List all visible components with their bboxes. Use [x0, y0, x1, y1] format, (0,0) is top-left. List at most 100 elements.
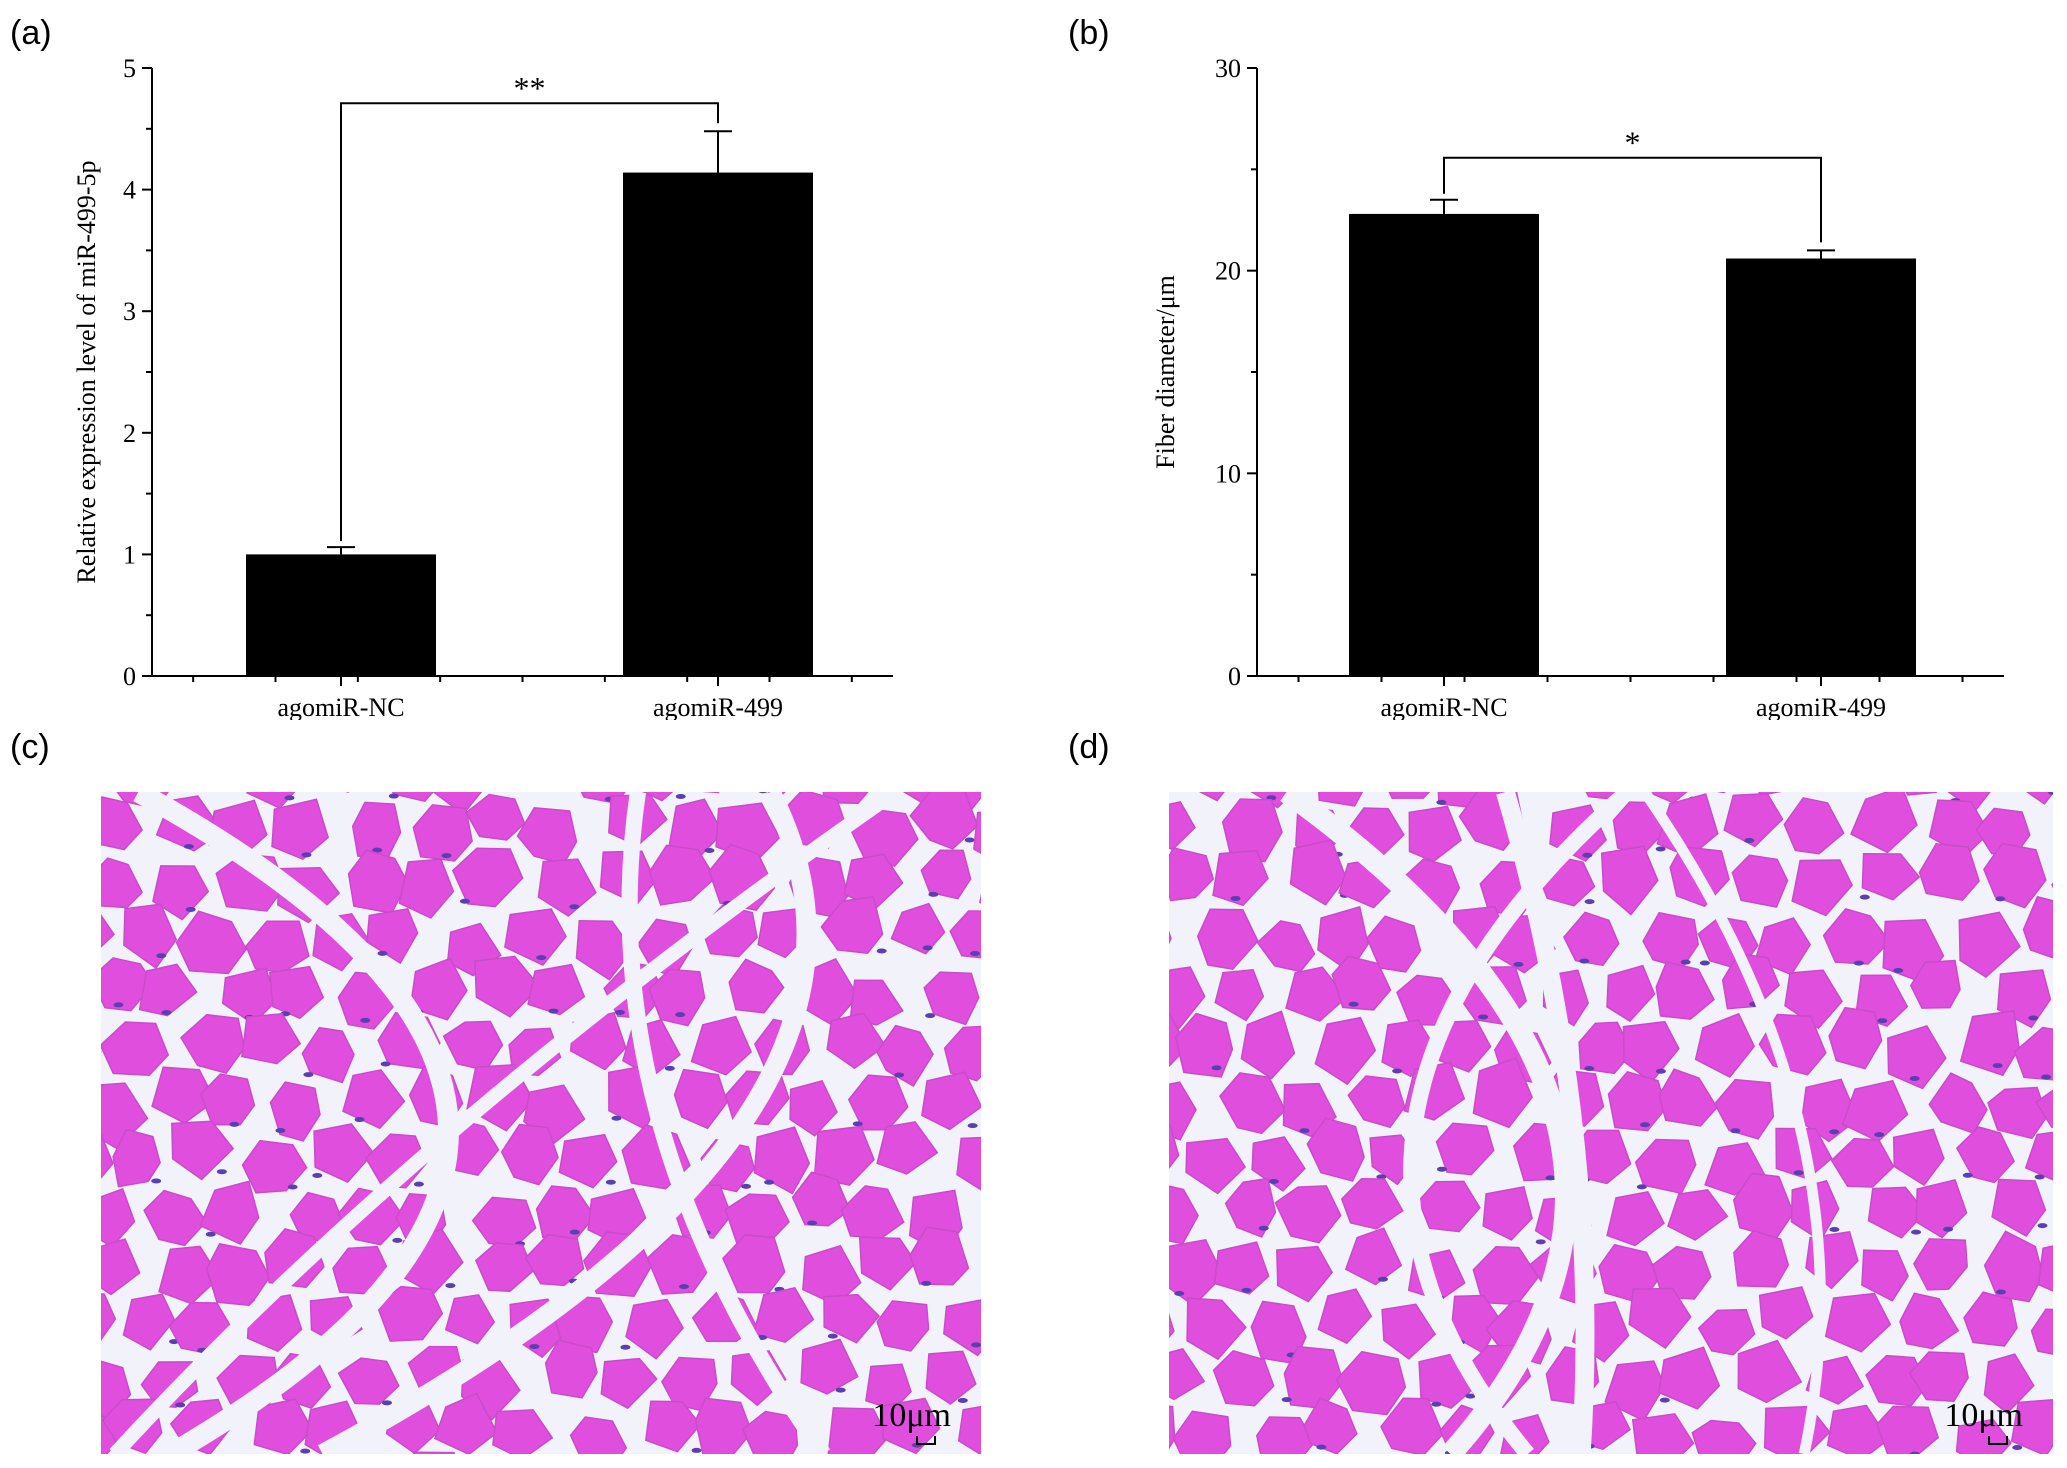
nucleus [151, 1178, 162, 1184]
muscle-fiber [1822, 907, 1891, 965]
nucleus [1911, 1229, 1922, 1235]
muscle-fiber [264, 1228, 325, 1289]
nucleus [1579, 958, 1590, 964]
nucleus [2034, 1174, 2045, 1180]
muscle-fiber [398, 858, 455, 919]
muscle-fiber [1604, 1360, 1666, 1422]
nucleus [1584, 899, 1595, 905]
muscle-fiber [1274, 1185, 1342, 1244]
muscle-fiber [1691, 1419, 1757, 1454]
muscle-fiber [241, 1139, 308, 1194]
nucleus [1465, 1393, 1476, 1399]
muscle-fiber [524, 1233, 585, 1287]
nucleus [441, 853, 452, 859]
muscle-fiber [1306, 1117, 1365, 1182]
muscle-fiber [301, 1026, 355, 1084]
muscle-fiber [1733, 1229, 1790, 1288]
micrograph-c: 10μm [101, 792, 981, 1454]
muscle-fiber [101, 796, 144, 851]
muscle-fiber [101, 1133, 114, 1179]
y-tick-label: 20 [1215, 257, 1241, 286]
muscle-fiber [409, 957, 468, 1021]
muscle-fiber [1646, 792, 1688, 804]
significance-bracket [1443, 156, 1822, 243]
muscle-fiber [1697, 1308, 1756, 1356]
nucleus [971, 1342, 981, 1348]
nucleus [1478, 1014, 1489, 1020]
muscle-fiber [979, 893, 981, 904]
nucleus [620, 1344, 631, 1350]
x-category-label: agomiR-499 [653, 693, 783, 720]
muscle-fiber [465, 793, 526, 841]
muscle-fiber [1344, 1227, 1403, 1286]
muscle-fiber [1958, 911, 2021, 978]
nucleus [764, 1179, 775, 1185]
nucleus [380, 1061, 391, 1067]
muscle-fiber [1867, 1186, 1927, 1239]
muscle-fiber [2051, 882, 2053, 889]
nucleus [1893, 967, 1904, 973]
nucleus [876, 948, 887, 954]
bar [1726, 258, 1916, 676]
nucleus [605, 1179, 616, 1185]
muscle-fiber [433, 792, 483, 816]
muscle-fiber [909, 1226, 970, 1286]
nucleus [529, 1344, 540, 1350]
muscle-fiber [1172, 1410, 1232, 1454]
y-tick-label: 4 [123, 176, 136, 205]
muscle-fiber [1824, 1292, 1892, 1353]
muscle-fiber [391, 792, 434, 803]
muscle-fiber [1169, 1124, 1180, 1169]
muscle-fiber [1185, 1137, 1247, 1195]
muscle-fiber [1783, 797, 1845, 855]
nucleus [156, 953, 167, 959]
nucleus [312, 1172, 323, 1178]
nucleus [1268, 1179, 1279, 1185]
muscle-fiber [925, 1350, 977, 1405]
muscle-fiber [1983, 1230, 2044, 1303]
muscle-fiber [500, 1123, 559, 1186]
muscle-fiber [1983, 1353, 2035, 1415]
nucleus [1943, 1226, 1954, 1232]
muscle-fiber [569, 1416, 628, 1454]
nucleus [1909, 1076, 1920, 1082]
muscle-fiber [143, 1189, 208, 1247]
nucleus [2037, 1223, 2048, 1229]
muscle-fiber [1631, 1413, 1695, 1454]
connective-septum [109, 792, 900, 1454]
muscle-fiber [492, 1409, 554, 1454]
bar [1349, 213, 1539, 677]
muscle-fiber [537, 858, 597, 917]
connective-septum [621, 792, 831, 1454]
muscle-fiber [122, 1293, 176, 1351]
nucleus [161, 1010, 172, 1016]
muscle-fiber [728, 958, 785, 1014]
y-tick-label: 1 [123, 540, 136, 569]
scale-bar-label: 10μm [872, 1397, 951, 1434]
muscle-fiber [1366, 915, 1422, 973]
muscle-fiber [943, 1299, 981, 1357]
y-axis-label: Relative expression level of miR-499-5p [72, 160, 101, 583]
nucleus [675, 1012, 686, 1018]
nucleus [675, 794, 686, 800]
muscle-fiber [2030, 1308, 2053, 1355]
muscle-fiber [1959, 1009, 2020, 1077]
muscle-fiber [1606, 964, 1656, 1023]
connective-septum [1496, 792, 1595, 1454]
nucleus [957, 1397, 968, 1403]
muscle-fiber [701, 792, 720, 794]
scale-bar [1988, 1436, 2008, 1445]
nucleus [925, 1013, 936, 1019]
nucleus [1909, 1451, 1920, 1454]
muscle-fiber [876, 1300, 930, 1352]
muscle-fiber [1841, 1079, 1909, 1143]
nucleus [1996, 1289, 2007, 1295]
muscle-fiber [1285, 966, 1348, 1022]
muscle-fiber [1340, 1178, 1404, 1230]
nucleus [1659, 1397, 1670, 1403]
y-tick-label: 10 [1215, 459, 1241, 488]
nucleus [1655, 846, 1666, 852]
muscle-fiber [152, 865, 210, 921]
muscle-fiber [1607, 1070, 1667, 1132]
nucleus [1829, 1129, 1840, 1135]
